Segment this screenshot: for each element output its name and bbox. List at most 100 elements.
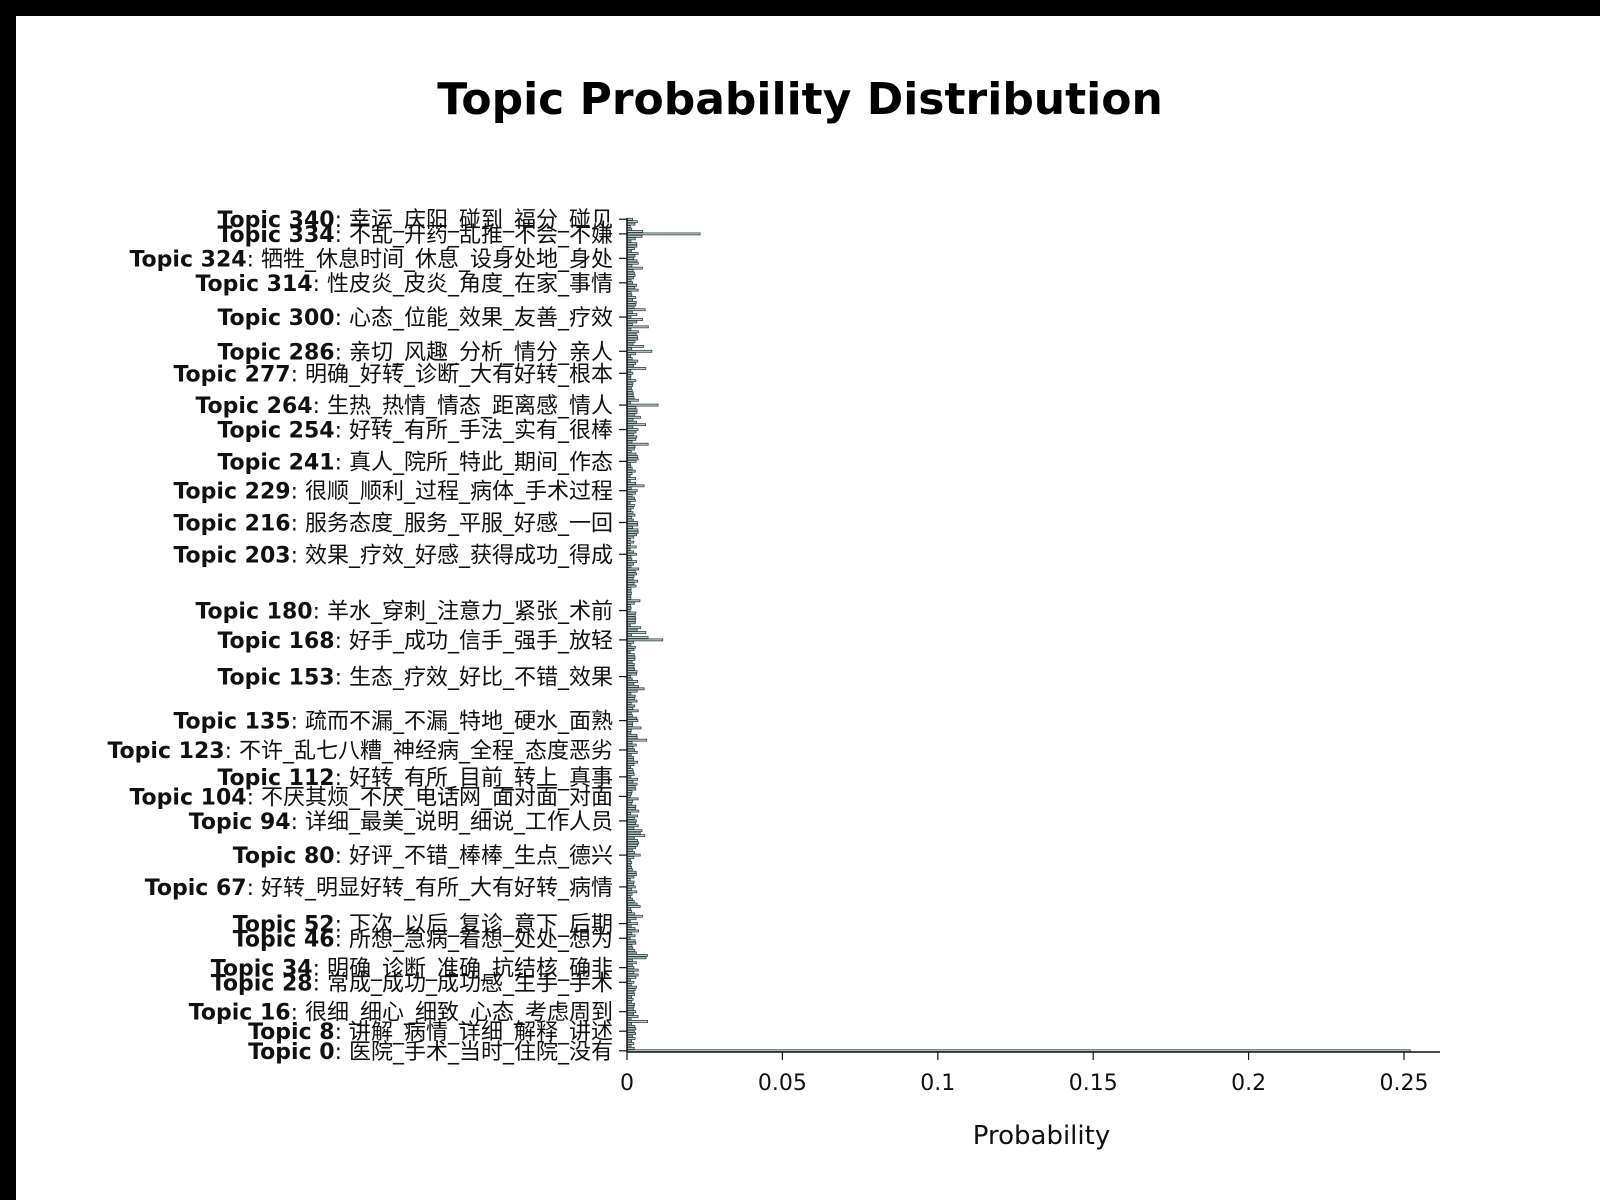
bar-topic-288 <box>626 345 644 348</box>
bar-topic-223 <box>626 503 635 507</box>
bar-topic-50 <box>626 927 636 930</box>
bar-topic-274 <box>626 379 637 383</box>
x-axis: 0 0.05 0.1 0.15 0.2 0.25 <box>620 1051 1440 1096</box>
bar-topic-216 <box>626 521 638 524</box>
bar-topic-95 <box>626 817 635 820</box>
bar-topic-213 <box>626 528 639 532</box>
topic-name: Topic 46 <box>233 927 335 952</box>
topic-name: Topic 241 <box>217 450 334 475</box>
topic-words: : 生热_热情_情态_距离感_情人 <box>313 394 613 419</box>
y-tick-label-264: Topic 264: 生热_热情_情态_距离感_情人 <box>195 394 613 419</box>
bar-topic-257 <box>626 420 637 424</box>
y-tick-label-180: Topic 180: 羊水_穿刺_注意力_紧张_术前 <box>195 600 613 625</box>
bar-topic-262 <box>626 408 638 412</box>
bar-topic-267 <box>626 396 635 400</box>
bar-topic-118 <box>626 760 639 764</box>
bar-topic-199 <box>626 562 635 566</box>
bars-group <box>626 217 1411 1053</box>
y-tick-label-334: Topic 334: 不乱_开药_乱推_不会_不嫌 <box>217 223 613 248</box>
bar-topic-259 <box>626 415 641 419</box>
bar-topic-119 <box>626 758 634 762</box>
bar-topic-320 <box>626 266 643 270</box>
bar-topic-103 <box>626 797 639 801</box>
bar-topic-151 <box>626 680 638 683</box>
topic-name: Topic 67 <box>145 876 247 901</box>
bar-topic-35 <box>626 963 633 967</box>
bar-topic-255 <box>626 425 634 429</box>
bar-topic-31 <box>626 973 639 977</box>
y-tick-label-67: Topic 67: 好转_明显好转_有所_大有好转_病情 <box>145 876 613 901</box>
bar-topic-157 <box>626 665 635 669</box>
bar-topic-220 <box>626 511 634 515</box>
bar-topic-1 <box>626 1046 635 1050</box>
bar-topic-71 <box>626 875 635 879</box>
x-tick-label-1: 0.05 <box>758 1071 807 1096</box>
bar-topic-258 <box>626 418 634 422</box>
bar-topic-52 <box>626 922 639 925</box>
bar-topic-49 <box>626 929 640 933</box>
bar-topic-302 <box>626 310 633 314</box>
bar-topic-178 <box>626 614 636 617</box>
bar-topic-176 <box>626 618 636 622</box>
bar-topic-6 <box>626 1034 633 1038</box>
topic-words: : 好转_有所_手法_实有_很棒 <box>335 419 613 444</box>
topic-words: : 心态_位能_效果_友善_疗效 <box>335 306 613 331</box>
topic-words: : 性皮炎_皮炎_角度_在家_事情 <box>313 272 613 297</box>
topic-name: Topic 153 <box>217 666 334 691</box>
y-tick-label-168: Topic 168: 好手_成功_信手_强手_放轻 <box>217 629 613 654</box>
bar-topic-212 <box>626 530 639 534</box>
y-tick-label-241: Topic 241: 真人_院所_特此_期间_作态 <box>217 450 613 475</box>
bar-topic-318 <box>626 271 635 275</box>
bar-topic-123 <box>626 748 636 752</box>
bar-topic-107 <box>626 787 637 791</box>
bar-topic-72 <box>626 873 637 877</box>
bar-topic-159 <box>626 660 633 664</box>
bar-topic-128 <box>626 736 638 740</box>
topic-name: Topic 203 <box>173 543 290 568</box>
bar-topic-24 <box>626 990 635 994</box>
topic-words: : 所想_急病_着想_处处_想为 <box>335 927 613 952</box>
y-tick-label-324: Topic 324: 牺牲_休息时间_休息_设身处地_身处 <box>129 247 613 272</box>
bar-topic-290 <box>626 340 636 343</box>
y-tick-label-277: Topic 277: 明确_好转_诊断_大有好转_根本 <box>173 362 613 387</box>
bar-topic-196 <box>626 570 636 573</box>
topic-name: Topic 112 <box>217 766 334 791</box>
bar-topic-148 <box>626 687 645 691</box>
bar-topic-91 <box>626 826 635 830</box>
bar-topic-26 <box>626 985 637 989</box>
bar-topic-56 <box>626 912 635 916</box>
bar-topic-152 <box>626 677 633 681</box>
bar-topic-127 <box>626 738 648 742</box>
bar-topic-158 <box>626 662 635 666</box>
bar-topic-82 <box>626 848 633 852</box>
bar-topic-303 <box>626 308 646 312</box>
bar-topic-150 <box>626 682 635 686</box>
bar-topic-250 <box>626 437 637 441</box>
bar-topic-317 <box>626 274 636 277</box>
bar-topic-74 <box>626 868 633 872</box>
bar-topic-247 <box>626 445 636 449</box>
bar-topic-109 <box>626 782 638 786</box>
bar-topic-7 <box>626 1032 637 1036</box>
bar-topic-203 <box>626 552 637 556</box>
y-tick-label-112: Topic 112: 好转_有所_目前_转上_真事 <box>217 766 613 791</box>
bar-topic-36 <box>626 961 637 965</box>
bar-topic-120 <box>626 755 634 759</box>
topic-name: Topic 135 <box>173 710 290 735</box>
topic-words: : 下次_以后_复诊_意下_后期 <box>335 913 613 938</box>
bar-topic-289 <box>626 342 634 346</box>
bar-topic-3 <box>626 1042 635 1045</box>
bar-topic-110 <box>626 780 634 784</box>
bar-topic-85 <box>626 841 640 845</box>
bar-topic-243 <box>626 455 638 458</box>
bar-topic-106 <box>626 790 633 793</box>
y-tick-label-123: Topic 123: 不许_乱七八糟_神经病_全程_态度恶劣 <box>107 739 613 764</box>
bar-topic-254 <box>626 428 639 431</box>
topic-name: Topic 94 <box>189 810 291 835</box>
bar-topic-222 <box>626 506 634 510</box>
bar-topic-273 <box>626 381 634 385</box>
bar-topic-227 <box>626 494 633 497</box>
bar-topic-238 <box>626 467 633 471</box>
bar-topic-19 <box>626 1002 636 1006</box>
